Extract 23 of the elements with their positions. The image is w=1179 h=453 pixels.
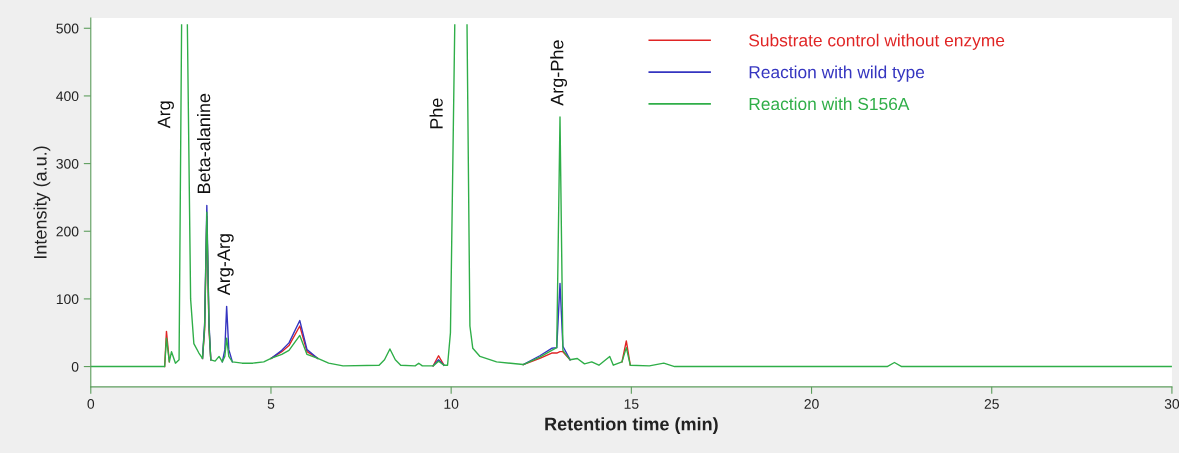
x-tick-label: 20 [804,399,819,409]
legend-label: Reaction with S156A [749,97,910,111]
y-tick-label: 0 [71,361,79,372]
y-tick-label: 300 [56,158,79,169]
x-tick-label: 5 [267,399,275,409]
x-tick-label: 0 [87,399,95,409]
y-tick-label: 100 [56,294,79,305]
annotation: Arg-Arg [217,234,234,296]
y-axis-title: Intensity (a.u.) [33,146,51,259]
x-tick-label: 10 [444,399,459,409]
x-tick-label: 30 [1164,399,1179,409]
y-tick-label: 200 [56,226,79,237]
y-tick-label: 500 [56,23,79,34]
annotation: Arg-Phe [550,40,568,106]
legend-label: Reaction with wild type [749,65,925,82]
annotation: Arg [157,101,174,129]
x-axis-title: Retention time (min) [545,417,718,434]
legend-label: Substrate control without enzyme [749,33,1005,50]
x-tick-label: 15 [624,399,639,409]
y-tick-label: 400 [56,91,79,102]
annotation: Beta-alanine [197,93,211,193]
x-tick-label: 25 [984,399,999,409]
annotation: Phe [429,98,443,129]
